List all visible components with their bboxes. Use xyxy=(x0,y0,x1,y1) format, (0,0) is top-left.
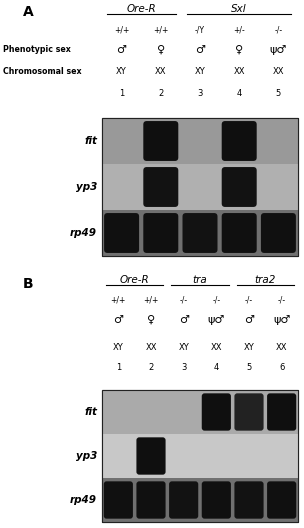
Text: +/+: +/+ xyxy=(153,25,168,34)
Text: 2: 2 xyxy=(158,89,164,98)
FancyBboxPatch shape xyxy=(222,167,257,207)
Text: -/Y: -/Y xyxy=(195,25,205,34)
Text: XX: XX xyxy=(145,344,157,353)
Text: fit: fit xyxy=(84,407,97,417)
Text: ♀: ♀ xyxy=(157,45,165,55)
FancyBboxPatch shape xyxy=(234,482,264,518)
Bar xyxy=(102,164,298,210)
FancyBboxPatch shape xyxy=(182,213,217,253)
Text: ♂: ♂ xyxy=(117,45,126,55)
Text: ♂: ♂ xyxy=(244,315,254,325)
Text: -/-: -/- xyxy=(180,296,188,305)
FancyBboxPatch shape xyxy=(143,167,178,207)
Text: XY: XY xyxy=(113,344,124,353)
Text: rp49: rp49 xyxy=(70,495,97,505)
Text: ♂: ♂ xyxy=(195,45,205,55)
Text: XX: XX xyxy=(273,68,284,77)
FancyBboxPatch shape xyxy=(143,213,178,253)
Text: Chromosomal sex: Chromosomal sex xyxy=(3,68,82,77)
Text: yp3: yp3 xyxy=(76,182,97,192)
Text: Phenotypic sex: Phenotypic sex xyxy=(3,45,71,54)
Text: fit: fit xyxy=(84,136,97,146)
FancyBboxPatch shape xyxy=(104,213,139,253)
Text: Ore-R: Ore-R xyxy=(126,4,156,14)
Text: -/-: -/- xyxy=(274,25,282,34)
Bar xyxy=(102,210,298,256)
FancyBboxPatch shape xyxy=(267,482,296,518)
FancyBboxPatch shape xyxy=(222,213,257,253)
Text: rp49: rp49 xyxy=(70,228,97,238)
Text: +/+: +/+ xyxy=(114,25,129,34)
Text: A: A xyxy=(22,5,33,19)
Text: 3: 3 xyxy=(181,363,186,372)
Text: XY: XY xyxy=(195,68,206,77)
FancyBboxPatch shape xyxy=(202,393,231,431)
Text: -/-: -/- xyxy=(245,296,253,305)
Text: 5: 5 xyxy=(276,89,281,98)
Text: 1: 1 xyxy=(116,363,121,372)
Text: ♂: ♂ xyxy=(113,315,123,325)
Text: 4: 4 xyxy=(237,89,242,98)
Text: 3: 3 xyxy=(197,89,203,98)
Text: Ore-R: Ore-R xyxy=(120,275,150,285)
FancyBboxPatch shape xyxy=(261,213,296,253)
Text: 4: 4 xyxy=(214,363,219,372)
Bar xyxy=(102,118,298,256)
Text: 1: 1 xyxy=(119,89,124,98)
Bar xyxy=(102,390,298,522)
Text: XX: XX xyxy=(276,344,287,353)
Text: ψ♂: ψ♂ xyxy=(273,315,290,325)
Text: XX: XX xyxy=(233,68,245,77)
Text: XY: XY xyxy=(244,344,254,353)
FancyBboxPatch shape xyxy=(136,437,166,475)
Bar xyxy=(102,118,298,164)
Text: Sxl: Sxl xyxy=(231,4,247,14)
FancyBboxPatch shape xyxy=(104,482,133,518)
Text: B: B xyxy=(23,277,33,291)
Text: ψ♂: ψ♂ xyxy=(208,315,225,325)
Text: 5: 5 xyxy=(246,363,252,372)
Text: -/-: -/- xyxy=(278,296,286,305)
Text: 2: 2 xyxy=(148,363,154,372)
FancyBboxPatch shape xyxy=(169,482,198,518)
FancyBboxPatch shape xyxy=(202,482,231,518)
Bar xyxy=(102,390,298,522)
Text: +/+: +/+ xyxy=(143,296,159,305)
Text: 6: 6 xyxy=(279,363,284,372)
Text: XX: XX xyxy=(155,68,167,77)
Text: +/+: +/+ xyxy=(111,296,126,305)
Text: -/-: -/- xyxy=(212,296,220,305)
Text: tra: tra xyxy=(193,275,207,285)
Text: XX: XX xyxy=(211,344,222,353)
Bar xyxy=(102,118,298,256)
FancyBboxPatch shape xyxy=(234,393,264,431)
FancyBboxPatch shape xyxy=(143,121,178,161)
Text: tra2: tra2 xyxy=(255,275,276,285)
Text: XY: XY xyxy=(178,344,189,353)
Bar xyxy=(102,478,298,522)
FancyBboxPatch shape xyxy=(222,121,257,161)
Text: yp3: yp3 xyxy=(76,451,97,461)
Text: ψ♂: ψ♂ xyxy=(270,45,287,55)
Text: +/-: +/- xyxy=(233,25,245,34)
Text: ♀: ♀ xyxy=(235,45,243,55)
FancyBboxPatch shape xyxy=(136,482,166,518)
FancyBboxPatch shape xyxy=(267,393,296,431)
Text: ♂: ♂ xyxy=(179,315,189,325)
Text: ♀: ♀ xyxy=(147,315,155,325)
Bar xyxy=(102,390,298,434)
Text: XY: XY xyxy=(116,68,127,77)
Bar xyxy=(102,434,298,478)
